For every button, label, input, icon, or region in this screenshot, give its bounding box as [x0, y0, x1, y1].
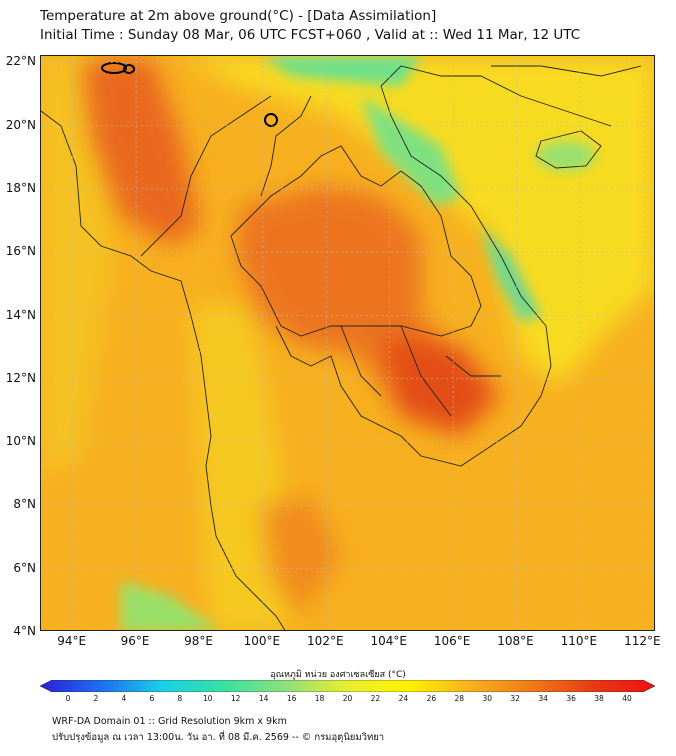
colorbar-tick-label: 16	[286, 694, 297, 703]
footer-update-time: ปรับปรุงข้อมูล ณ เวลา 13:00น. วัน อา. ที…	[52, 732, 385, 743]
latitude-label: 4°N	[13, 624, 36, 638]
colorbar-tick-label: 22	[370, 694, 381, 703]
warm-yellow-regions	[41, 56, 654, 630]
longitude-label: 98°E	[184, 634, 213, 648]
colorbar-tick-label: 30	[482, 694, 493, 703]
map-canvas	[41, 56, 654, 630]
colorbar-tick-label: 12	[230, 694, 241, 703]
colorbar-tick-label: 10	[202, 694, 213, 703]
latitude-label: 18°N	[5, 180, 36, 195]
colorbar-tick-label: 34	[538, 694, 548, 703]
longitude-label: 94°E	[57, 634, 87, 648]
cool-regions	[121, 56, 596, 630]
colorbar-tick-label: 32	[510, 694, 520, 703]
latitude-label: 8°N	[13, 497, 36, 512]
longitude-label: 102°E	[307, 634, 344, 648]
closed-contours	[101, 62, 278, 127]
coastlines-and-borders	[41, 65, 642, 630]
latitude-label: 16°N	[5, 244, 36, 259]
colorbar	[40, 680, 655, 692]
colorbar-tick-label: 6	[149, 694, 155, 703]
colorbar-tick-label: 40	[622, 694, 632, 703]
colorbar-tick-label: 2	[93, 694, 99, 703]
longitude-label: 108°E	[497, 634, 534, 648]
longitude-label: 96°E	[120, 634, 150, 648]
longitude-label: 110°E	[560, 634, 598, 648]
colorbar-tick-label: 20	[342, 694, 353, 703]
footer-resolution: WRF-DA Domain 01 :: Grid Resolution 9km …	[52, 716, 287, 727]
colorbar-tick-label: 26	[426, 694, 437, 703]
colorbar-tick-label: 28	[454, 694, 465, 703]
longitude-label: 104°E	[370, 634, 407, 648]
latitude-label: 20°N	[5, 117, 36, 132]
colorbar-tick-label: 8	[177, 694, 183, 703]
colorbar-tick-label: 18	[314, 694, 325, 703]
colorbar-tick-label: 0	[65, 694, 71, 703]
latitude-label: 6°N	[13, 560, 36, 575]
colorbar-tick-label: 14	[258, 694, 269, 703]
map-subtitle: Initial Time : Sunday 08 Mar, 06 UTC FCS…	[40, 27, 581, 43]
colorbar-tick-label: 38	[594, 694, 604, 703]
temperature-map	[40, 55, 655, 631]
latitude-label: 10°N	[5, 434, 36, 449]
colorbar-tick-label: 4	[121, 694, 127, 703]
map-title: Temperature at 2m above ground(°C) - [Da…	[40, 8, 437, 24]
colorbar-title: อุณหภูมิ หน่วย องศาเซลเซียส (°C)	[270, 670, 406, 680]
latitude-label: 14°N	[5, 307, 36, 322]
longitude-label: 100°E	[243, 634, 281, 648]
longitude-label: 106°E	[433, 634, 471, 648]
graticule	[41, 56, 654, 630]
colorbar-tick-label: 36	[566, 694, 576, 703]
latitude-label: 22°N	[5, 54, 36, 69]
colorbar-tick-label: 24	[398, 694, 409, 703]
latitude-label: 12°N	[5, 370, 36, 385]
longitude-label: 112°E	[624, 634, 661, 648]
